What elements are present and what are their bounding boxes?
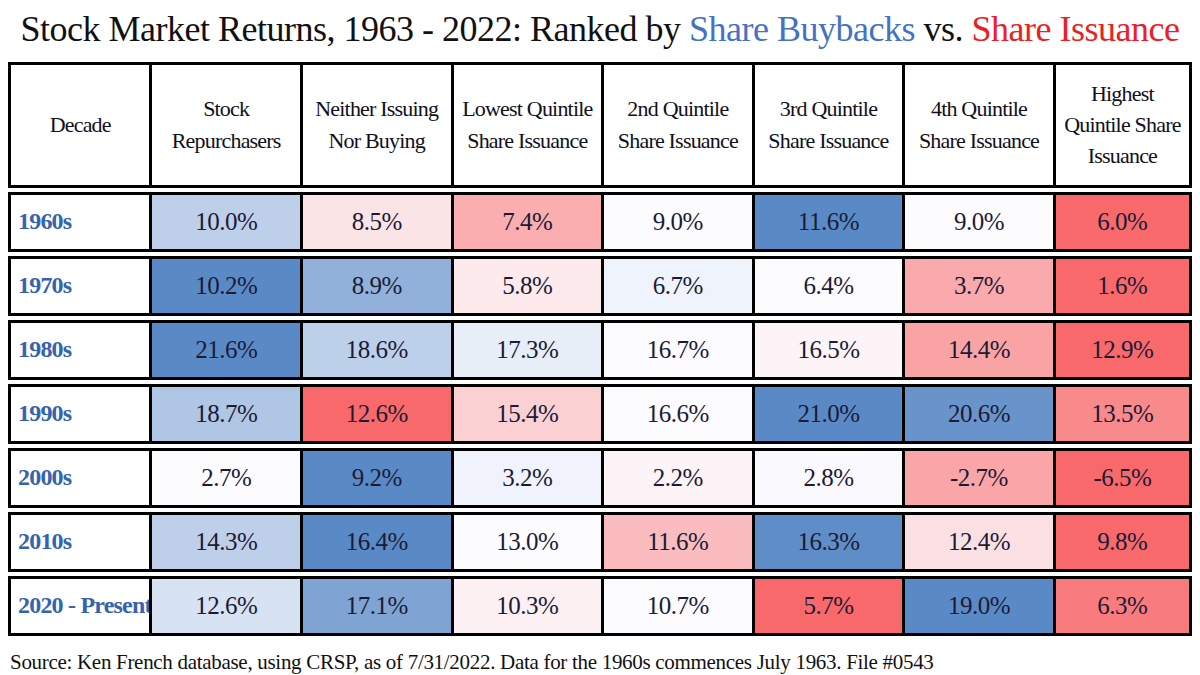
- column-header-decade: Decade: [8, 62, 152, 188]
- return-cell: 21.6%: [152, 320, 303, 380]
- column-header: Stock Repurchasers: [152, 62, 303, 188]
- table-body: 1960s10.0%8.5%7.4%9.0%11.6%9.0%6.0%1970s…: [8, 192, 1192, 636]
- return-cell: 14.4%: [905, 320, 1056, 380]
- return-cell: 11.6%: [604, 512, 755, 572]
- return-cell: 21.0%: [755, 384, 906, 444]
- title-share-buybacks: Share Buybacks: [689, 9, 915, 49]
- return-cell: 10.2%: [152, 256, 303, 316]
- decade-label: 1960s: [8, 192, 152, 252]
- source-note: Source: Ken French database, using CRSP,…: [10, 650, 1200, 675]
- title-prefix: Stock Market Returns, 1963 - 2022: Ranke…: [21, 9, 689, 49]
- table-row: 1970s10.2%8.9%5.8%6.7%6.4%3.7%1.6%: [8, 256, 1192, 316]
- table-row: 1990s18.7%12.6%15.4%16.6%21.0%20.6%13.5%: [8, 384, 1192, 444]
- return-cell: 13.0%: [454, 512, 605, 572]
- table-row: 2020 - Present12.6%17.1%10.3%10.7%5.7%19…: [8, 576, 1192, 636]
- return-cell: 12.4%: [905, 512, 1056, 572]
- return-cell: 16.6%: [604, 384, 755, 444]
- title-share-issuance: Share Issuance: [971, 9, 1179, 49]
- return-cell: 16.5%: [755, 320, 906, 380]
- return-cell: 6.3%: [1056, 576, 1192, 636]
- table-row: 2010s14.3%16.4%13.0%11.6%16.3%12.4%9.8%: [8, 512, 1192, 572]
- return-cell: 5.7%: [755, 576, 906, 636]
- return-cell: -6.5%: [1056, 448, 1192, 508]
- page-title: Stock Market Returns, 1963 - 2022: Ranke…: [0, 5, 1200, 54]
- column-header: 4th Quintile Share Issuance: [905, 62, 1056, 188]
- return-cell: 2.8%: [755, 448, 906, 508]
- return-cell: 1.6%: [1056, 256, 1192, 316]
- decade-label: 2010s: [8, 512, 152, 572]
- return-cell: 16.4%: [303, 512, 454, 572]
- return-cell: 15.4%: [454, 384, 605, 444]
- return-cell: 19.0%: [905, 576, 1056, 636]
- return-cell: 9.0%: [905, 192, 1056, 252]
- column-header: Lowest Quintile Share Issuance: [454, 62, 605, 188]
- return-cell: -2.7%: [905, 448, 1056, 508]
- decade-label: 1980s: [8, 320, 152, 380]
- return-cell: 5.8%: [454, 256, 605, 316]
- column-header: Neither Issuing Nor Buying: [303, 62, 454, 188]
- return-cell: 16.7%: [604, 320, 755, 380]
- decade-label: 1970s: [8, 256, 152, 316]
- return-cell: 16.3%: [755, 512, 906, 572]
- return-cell: 6.7%: [604, 256, 755, 316]
- return-cell: 18.7%: [152, 384, 303, 444]
- return-cell: 7.4%: [454, 192, 605, 252]
- return-cell: 14.3%: [152, 512, 303, 572]
- table-row: 1980s21.6%18.6%17.3%16.7%16.5%14.4%12.9%: [8, 320, 1192, 380]
- header-row: DecadeStock RepurchasersNeither Issuing …: [8, 62, 1192, 188]
- return-cell: 2.2%: [604, 448, 755, 508]
- return-cell: 6.4%: [755, 256, 906, 316]
- return-cell: 9.8%: [1056, 512, 1192, 572]
- return-cell: 11.6%: [755, 192, 906, 252]
- return-cell: 12.6%: [152, 576, 303, 636]
- return-cell: 10.0%: [152, 192, 303, 252]
- return-cell: 6.0%: [1056, 192, 1192, 252]
- column-header: 3rd Quintile Share Issuance: [755, 62, 906, 188]
- returns-heatmap-table-wrap: DecadeStock RepurchasersNeither Issuing …: [8, 58, 1192, 640]
- return-cell: 20.6%: [905, 384, 1056, 444]
- returns-heatmap-table: DecadeStock RepurchasersNeither Issuing …: [8, 58, 1192, 640]
- return-cell: 3.2%: [454, 448, 605, 508]
- decade-label: 1990s: [8, 384, 152, 444]
- column-header: Highest Quintile Share Issuance: [1056, 62, 1192, 188]
- title-vs: vs.: [915, 9, 972, 49]
- return-cell: 12.6%: [303, 384, 454, 444]
- return-cell: 18.6%: [303, 320, 454, 380]
- table-row: 1960s10.0%8.5%7.4%9.0%11.6%9.0%6.0%: [8, 192, 1192, 252]
- decade-label: 2020 - Present: [8, 576, 152, 636]
- return-cell: 3.7%: [905, 256, 1056, 316]
- return-cell: 13.5%: [1056, 384, 1192, 444]
- return-cell: 9.2%: [303, 448, 454, 508]
- return-cell: 10.3%: [454, 576, 605, 636]
- return-cell: 9.0%: [604, 192, 755, 252]
- return-cell: 12.9%: [1056, 320, 1192, 380]
- return-cell: 8.9%: [303, 256, 454, 316]
- column-header: 2nd Quintile Share Issuance: [604, 62, 755, 188]
- return-cell: 17.1%: [303, 576, 454, 636]
- return-cell: 2.7%: [152, 448, 303, 508]
- return-cell: 10.7%: [604, 576, 755, 636]
- table-row: 2000s2.7%9.2%3.2%2.2%2.8%-2.7%-6.5%: [8, 448, 1192, 508]
- return-cell: 17.3%: [454, 320, 605, 380]
- return-cell: 8.5%: [303, 192, 454, 252]
- decade-label: 2000s: [8, 448, 152, 508]
